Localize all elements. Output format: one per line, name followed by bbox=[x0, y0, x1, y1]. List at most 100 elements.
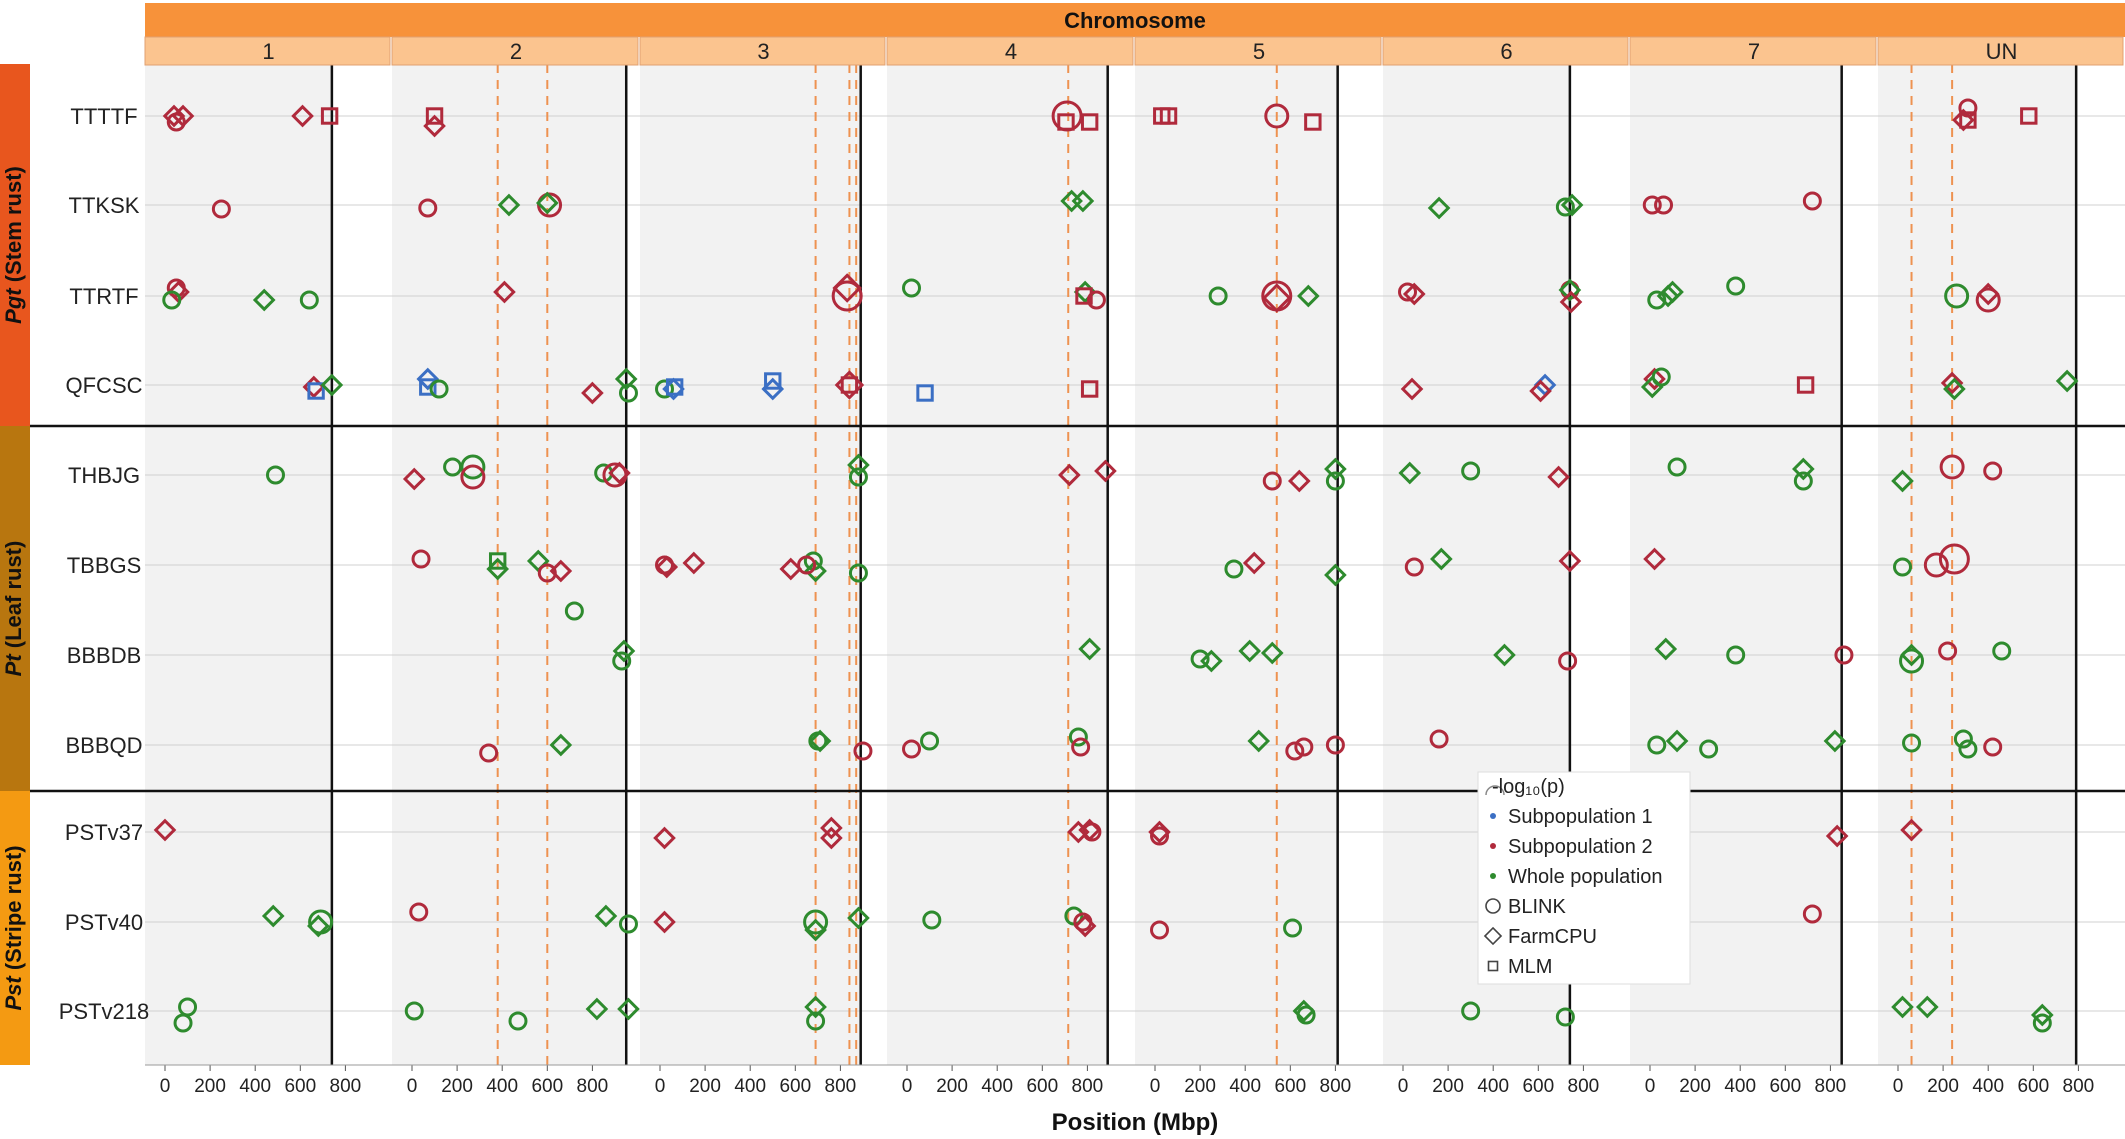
point-mlm-s2 bbox=[1057, 113, 1075, 131]
point-farmcpu-w bbox=[1398, 461, 1422, 485]
x-tick-label: 600 bbox=[531, 1076, 563, 1097]
point-blink-s2 bbox=[479, 743, 499, 763]
x-tick-label: 400 bbox=[1477, 1076, 1509, 1097]
point-farmcpu-w bbox=[307, 914, 330, 938]
x-tick-label: 600 bbox=[1274, 1076, 1306, 1097]
chromosome-header-cell bbox=[1629, 36, 1877, 66]
x-tick-label: 200 bbox=[1927, 1076, 1959, 1097]
chromosome-label-4: 4 bbox=[1005, 39, 1017, 64]
point-farmcpu-w bbox=[1661, 280, 1684, 304]
point-farmcpu-w bbox=[614, 367, 638, 391]
point-blink-w bbox=[1958, 739, 1978, 759]
point-farmcpu-s2 bbox=[1547, 465, 1570, 489]
x-tick-label: 200 bbox=[441, 1076, 473, 1097]
row-gridlines bbox=[145, 115, 2125, 1012]
chromosome-header-cell bbox=[639, 36, 886, 66]
point-blink-w bbox=[404, 1001, 424, 1021]
point-mlm-s2 bbox=[1080, 380, 1099, 398]
x-tick-label: 600 bbox=[1026, 1076, 1058, 1097]
x-tick-label: 0 bbox=[160, 1076, 171, 1097]
chromosome-column-headers: 1 2 3 4 5 6 7 UN bbox=[144, 36, 2124, 66]
point-farmcpu-s2 bbox=[1559, 290, 1583, 314]
point-farmcpu-s2 bbox=[682, 551, 706, 575]
point-blink-s2 bbox=[1802, 904, 1822, 924]
point-blink-s2 bbox=[1983, 737, 2003, 757]
point-mlm-s2 bbox=[1159, 107, 1178, 125]
legend: -log₁₀(p) Subpopulation 1 Subpopulation 2 W… bbox=[1477, 771, 1691, 985]
point-farmcpu-w bbox=[1238, 639, 1262, 663]
x-tick-label: 0 bbox=[1645, 1076, 1656, 1097]
point-blink-w bbox=[1555, 1007, 1575, 1027]
point-blink-w bbox=[162, 290, 182, 310]
point-farmcpu-w bbox=[1792, 457, 1815, 481]
row-label-PSTv40: PSTv40 bbox=[65, 910, 143, 935]
row-label-TTTTF: TTTTF bbox=[70, 104, 137, 129]
x-tick-label: 800 bbox=[1320, 1076, 1352, 1097]
point-blink-w bbox=[1893, 557, 1913, 577]
point-farmcpu-w bbox=[261, 904, 285, 928]
point-farmcpu-w bbox=[847, 906, 870, 930]
point-farmcpu-w bbox=[486, 557, 510, 581]
point-farmcpu-w bbox=[1071, 189, 1095, 213]
x-tick-label: 400 bbox=[1724, 1076, 1756, 1097]
x-tick-label: 600 bbox=[1769, 1076, 1801, 1097]
point-farmcpu-s2 bbox=[653, 910, 676, 934]
legend-item-label: FarmCPU bbox=[1508, 926, 1597, 948]
chromosome-end-lines bbox=[0, 64, 2125, 1065]
point-blink-w bbox=[920, 731, 940, 751]
point-mlm-s2 bbox=[320, 107, 339, 125]
point-farmcpu-w bbox=[1823, 729, 1847, 753]
point-farmcpu-w bbox=[497, 193, 521, 217]
point-mlm-s1 bbox=[307, 382, 325, 400]
point-blink-s2 bbox=[1923, 552, 1949, 578]
point-blink-w bbox=[564, 601, 584, 621]
point-farmcpu-w bbox=[617, 997, 640, 1021]
x-tick-label: 800 bbox=[1072, 1076, 1104, 1097]
chromosome-label-7: 7 bbox=[1748, 39, 1760, 64]
point-blink-s2 bbox=[1983, 461, 2003, 481]
point-farmcpu-w bbox=[1656, 284, 1680, 308]
point-farmcpu-w bbox=[1078, 637, 1101, 661]
point-blink-w bbox=[1944, 283, 1970, 309]
point-farmcpu-w bbox=[1247, 729, 1271, 753]
chromosome-header-cell bbox=[1382, 36, 1629, 66]
point-farmcpu-w bbox=[1943, 377, 1966, 401]
legend-size-title: -log₁₀(p) bbox=[1492, 776, 1565, 798]
point-farmcpu-s2 bbox=[1242, 551, 1266, 575]
x-tick-label: 0 bbox=[1893, 1076, 1904, 1097]
chromosome-header-cell bbox=[886, 36, 1134, 66]
point-blink-s2 bbox=[166, 112, 186, 132]
x-axis-ticks: 0 200 400 600 800 0 200 400 600 800 0 200 400 600 800 0… bbox=[145, 1064, 2125, 1097]
x-tick-label: 600 bbox=[284, 1076, 316, 1097]
chromosome-title-bar bbox=[145, 3, 2125, 37]
point-farmcpu-s2 bbox=[1400, 377, 1424, 401]
point-mlm-s1 bbox=[764, 372, 782, 390]
point-blink-w bbox=[1902, 733, 1922, 753]
point-farmcpu-s2 bbox=[1094, 459, 1117, 483]
x-tick-label: 200 bbox=[1184, 1076, 1216, 1097]
point-farmcpu-s2 bbox=[1976, 282, 2000, 306]
point-farmcpu-s2 bbox=[1073, 914, 1097, 938]
row-label-PSTv218: PSTv218 bbox=[59, 999, 150, 1024]
pathogen-abbrev: Pgt bbox=[1, 287, 26, 324]
row-label-BBBQD: BBBQD bbox=[65, 733, 142, 758]
point-blink-w bbox=[922, 910, 942, 930]
point-blink-s2 bbox=[1558, 651, 1578, 671]
point-blink-w bbox=[1224, 559, 1244, 579]
point-farmcpu-w bbox=[1915, 995, 1939, 1019]
chromosome-label-3: 3 bbox=[757, 39, 769, 64]
point-blink-w bbox=[1296, 1005, 1316, 1025]
x-tick-label: 600 bbox=[1522, 1076, 1554, 1097]
point-blink-s2 bbox=[411, 549, 431, 569]
point-farmcpu-w bbox=[1900, 643, 1923, 667]
point-farmcpu-w bbox=[612, 639, 636, 663]
point-farmcpu-w bbox=[2055, 369, 2079, 393]
point-farmcpu-s2 bbox=[1825, 824, 1849, 848]
point-blink-s2 bbox=[1325, 735, 1345, 755]
point-farmcpu-s2 bbox=[820, 816, 843, 840]
legend-box bbox=[1477, 771, 1691, 985]
point-farmcpu-w bbox=[535, 191, 559, 215]
point-farmcpu-s2 bbox=[549, 559, 573, 583]
chromosome-header-cell bbox=[1134, 36, 1382, 66]
x-tick-label: 600 bbox=[2017, 1076, 2049, 1097]
